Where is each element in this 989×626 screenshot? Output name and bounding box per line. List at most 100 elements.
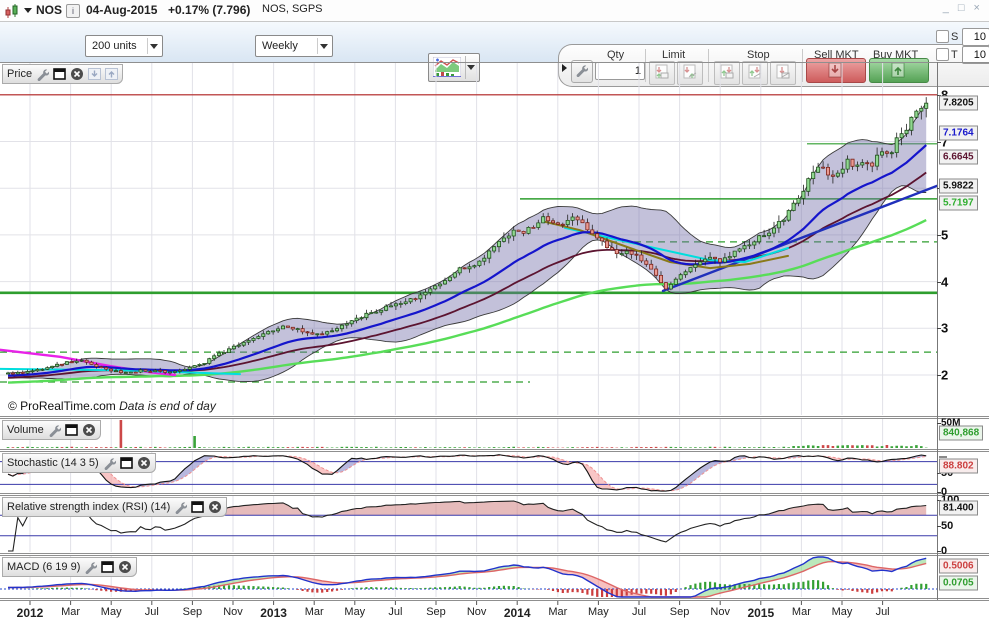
detach-window-icon[interactable] <box>64 424 78 436</box>
x-axis-month-label: Nov <box>466 606 487 618</box>
collapse-panel-icon[interactable] <box>562 64 567 72</box>
stop-order-icon <box>748 64 762 79</box>
price-axis-tick: 3 <box>941 320 949 336</box>
volume-pane-title: Volume <box>7 424 44 436</box>
stop-loss-checkbox[interactable] <box>936 30 949 43</box>
title-bar: NOS i 04-Aug-2015 +0.17% (7.796) NOS, SG… <box>0 0 989 22</box>
wrench-icon[interactable] <box>48 424 61 437</box>
x-axis-month-label: Jul <box>388 606 403 618</box>
stop-order-button-2[interactable] <box>742 61 768 85</box>
rsi-axis-tick: 0 <box>941 545 948 557</box>
x-axis-year-label: 2015 <box>747 606 775 620</box>
stop-order-button-3[interactable] <box>770 61 796 85</box>
wrench-icon <box>576 65 588 77</box>
wrench-icon[interactable] <box>36 68 50 81</box>
candlestick-logo-icon <box>5 4 18 18</box>
price-pane-header: Price <box>2 64 124 84</box>
wrench-icon[interactable] <box>103 457 116 470</box>
units-select[interactable]: 200 units <box>85 35 163 57</box>
x-axis-month-label: May <box>344 606 366 618</box>
price-value-label: 6.6645 <box>939 149 978 165</box>
close-icon[interactable] <box>70 67 84 81</box>
instrument-name: NOS, SGPS <box>262 3 323 15</box>
volume-pane-header: Volume <box>2 420 101 440</box>
volume-value-label: 840,868 <box>939 425 984 441</box>
detach-window-icon[interactable] <box>53 68 66 80</box>
stop-label: Stop <box>747 49 770 61</box>
detach-window-icon[interactable] <box>101 561 115 573</box>
close-icon[interactable] <box>118 560 132 574</box>
sell-limit-order-button[interactable] <box>677 61 703 85</box>
x-axis-month-label: Nov <box>710 606 730 618</box>
window-controls[interactable]: _ □ × <box>942 2 983 14</box>
stop-order-icon <box>776 64 790 79</box>
pane-border <box>0 555 989 556</box>
x-axis-month-label: Mar <box>61 606 81 618</box>
chevron-down-icon <box>150 44 158 49</box>
x-axis-month-label: May <box>831 606 853 618</box>
axis-tick <box>937 328 941 330</box>
axis-tick <box>937 141 941 143</box>
price-value-label: 5.7197 <box>939 195 978 211</box>
take-profit-input[interactable] <box>962 46 989 64</box>
units-select-value: 200 units <box>92 40 137 52</box>
chevron-down-icon <box>467 65 475 70</box>
rsi-axis-tick: 50 <box>941 519 954 532</box>
x-axis-month-label: Jul <box>144 606 159 618</box>
macd-value-label: 0.5006 <box>939 558 978 574</box>
price-axis-tick: 4 <box>941 274 949 290</box>
move-pane-up-icon[interactable] <box>105 68 119 80</box>
pane-border <box>0 449 989 450</box>
timeframe-select[interactable]: Weekly <box>255 35 333 57</box>
timeframe-select-value: Weekly <box>262 40 298 52</box>
limit-order-icon <box>683 64 697 79</box>
price-axis-border <box>937 62 938 600</box>
pane-border <box>0 553 989 554</box>
symbol-dropdown-icon[interactable] <box>24 8 32 13</box>
price-axis-tick: 5 <box>941 227 949 243</box>
wrench-icon[interactable] <box>84 561 98 574</box>
stochastic-axis-tick: 0 <box>941 486 948 498</box>
watermark: © ProRealTime.com Data is end of day <box>5 399 219 413</box>
stop-order-button-1[interactable] <box>714 61 740 85</box>
stochastic-hidden-label <box>939 456 947 458</box>
x-axis-year-label: 2013 <box>260 606 287 620</box>
buy-limit-order-button[interactable] <box>649 61 675 85</box>
x-axis-month-label: Mar <box>548 606 568 618</box>
x-axis-month-label: May <box>588 606 609 618</box>
axis-tick <box>937 473 941 474</box>
x-axis-month-label: Nov <box>223 606 243 618</box>
axis-tick <box>937 423 941 424</box>
price-value-label: 7.8205 <box>939 95 978 111</box>
x-axis-month-label: Mar <box>304 606 324 618</box>
price-pane-title: Price <box>7 68 33 80</box>
buy-icon <box>891 62 905 78</box>
macd-pane-header: MACD (6 19 9) <box>2 557 138 577</box>
macd-value-label: 0.0705 <box>939 575 978 591</box>
price-value-label: 7.1764 <box>939 125 978 141</box>
detach-window-icon[interactable] <box>191 501 205 513</box>
volume-axis-tick: 50M <box>941 417 961 429</box>
stop-loss-input[interactable] <box>962 28 989 46</box>
take-profit-checkbox[interactable] <box>936 48 949 61</box>
close-icon[interactable] <box>208 500 222 514</box>
rsi-pane-title: Relative strength index (RSI) (14) <box>7 501 171 513</box>
pane-border <box>0 493 989 494</box>
price-axis-tick: 2 <box>941 367 949 383</box>
rsi-pane-header: Relative strength index (RSI) (14) <box>2 497 228 517</box>
order-settings-button[interactable] <box>571 60 593 83</box>
close-icon[interactable] <box>137 456 151 470</box>
pane-border <box>0 451 989 452</box>
info-icon[interactable]: i <box>66 4 80 18</box>
limit-order-icon <box>655 64 669 79</box>
move-pane-down-icon[interactable] <box>88 68 102 80</box>
macd-pane-title: MACD (6 19 9) <box>7 561 81 573</box>
qty-input[interactable] <box>595 62 645 80</box>
detach-window-icon[interactable] <box>119 457 133 469</box>
wrench-icon[interactable] <box>174 501 188 514</box>
stochastic-value-label: 88.802 <box>939 458 978 474</box>
pane-border <box>0 598 989 599</box>
close-icon[interactable] <box>82 423 96 437</box>
